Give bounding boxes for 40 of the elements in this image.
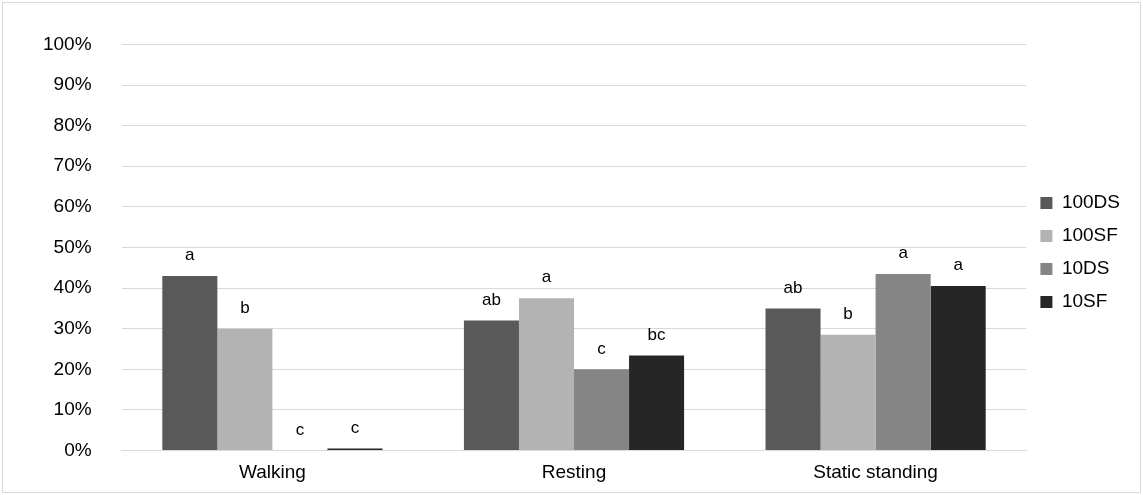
x-tick-label: Resting xyxy=(541,461,607,483)
bar xyxy=(820,334,876,451)
legend-label: 100DS xyxy=(1061,191,1121,213)
annotation: bc xyxy=(647,324,667,344)
legend-label: 100SF xyxy=(1061,224,1118,246)
annotation: a xyxy=(185,245,196,265)
bar xyxy=(162,275,218,451)
x-tick-label: Walking xyxy=(238,461,306,483)
legend-label: 10DS xyxy=(1061,257,1110,279)
y-tick-label: 30% xyxy=(53,316,92,338)
annotation: a xyxy=(898,243,909,263)
y-tick-label: 80% xyxy=(53,113,92,135)
y-tick-label: 70% xyxy=(53,154,92,176)
annotation: b xyxy=(843,304,853,324)
bar xyxy=(930,286,986,451)
bar xyxy=(765,308,821,451)
annotation: c xyxy=(295,419,305,439)
y-tick-label: 60% xyxy=(53,195,92,217)
bar xyxy=(574,369,630,451)
y-tick-label: 50% xyxy=(53,235,92,257)
y-tick-label: 0% xyxy=(64,438,92,460)
bar xyxy=(629,355,685,451)
annotation: b xyxy=(240,297,250,317)
bar xyxy=(463,320,519,451)
y-tick-label: 10% xyxy=(53,398,92,420)
y-tick-label: 20% xyxy=(53,357,92,379)
annotation: c xyxy=(350,417,360,437)
y-tick-label: 90% xyxy=(53,73,92,95)
x-tick-label: Static standing xyxy=(813,461,938,483)
annotation: ab xyxy=(481,289,501,309)
annotation: c xyxy=(597,338,607,358)
annotation: ab xyxy=(783,277,803,297)
annotation: a xyxy=(953,255,964,275)
bar xyxy=(875,273,931,451)
y-tick-label: 40% xyxy=(53,276,92,298)
bar xyxy=(518,298,574,451)
annotation: a xyxy=(541,267,552,287)
bar xyxy=(217,328,273,451)
y-tick-label: 100% xyxy=(42,32,92,54)
legend-label: 10SF xyxy=(1061,290,1108,312)
